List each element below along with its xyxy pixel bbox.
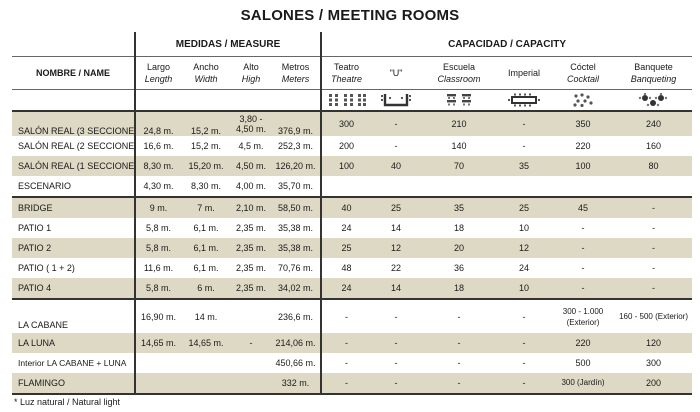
meeting-rooms-table: MEDIDAS / MEASURE CAPACIDAD / CAPACITY N…: [12, 32, 693, 395]
table-row: PATIO 2 5,8 m. 6,1 m. 2,35 m. 35,38 m. 2…: [12, 238, 693, 258]
table-row: LA LUNA 14,65 m. 14,65 m. - 214,06 m. - …: [12, 333, 693, 353]
table-row: BRIDGE 9 m. 7 m. 2,10 m. 58,50 m. 40 25 …: [12, 196, 693, 218]
height-column-header: Alto High: [231, 56, 271, 90]
table-row: FLAMINGO 332 m. - - - - 300 (Jardín) 200: [12, 373, 693, 395]
table-row: PATIO 1 5,8 m. 6,1 m. 2,35 m. 35,38 m. 2…: [12, 218, 692, 238]
layout-icon-row: [12, 89, 692, 111]
table-row: LA CABANE 16,90 m. 14 m. 236,6 m. - - - …: [12, 298, 693, 333]
width-column-header: Ancho Width: [181, 56, 231, 90]
name-column-header: NOMBRE / NAME: [12, 56, 135, 90]
table-row: PATIO ( 1 + 2) 11,6 m. 6,1 m. 2,35 m. 70…: [12, 258, 692, 278]
table-row: SALÓN REAL (2 SECCIONES) 16,6 m. 15,2 m.…: [12, 136, 692, 156]
capacity-group-header: CAPACIDAD / CAPACITY: [320, 32, 693, 57]
meters-column-header: Metros Meters: [271, 56, 322, 90]
theatre-icon: [328, 94, 366, 106]
table-row: PATIO 4 5,8 m. 6 m. 2,35 m. 34,02 m. 24 …: [12, 278, 693, 299]
cocktail-column-header: Cóctel Cocktail: [551, 56, 616, 90]
banquet-column-header: Banquete Banqueting: [615, 56, 693, 90]
table-row: Interior LA CABANE + LUNA 450,66 m. - - …: [12, 353, 692, 373]
page-title: SALONES / MEETING ROOMS: [240, 7, 460, 24]
banquet-icon: [638, 93, 667, 107]
header-group-row: MEDIDAS / MEASURE CAPACIDAD / CAPACITY: [12, 32, 693, 57]
cocktail-icon: [573, 93, 593, 107]
imperial-icon: [508, 93, 541, 107]
u-shape-icon: [381, 94, 412, 107]
table-row: SALÓN REAL (3 SECCIONES) 24,8 m. 15,2 m.…: [12, 110, 693, 136]
footnote: * Luz natural / Natural light: [14, 397, 121, 407]
table-row: SALÓN REAL (1 SECCIONES) 8,30 m. 15,20 m…: [12, 156, 693, 176]
theatre-column-header: Teatro Theatre: [320, 56, 372, 90]
length-column-header: Largo Length: [134, 56, 181, 90]
classroom-icon: [447, 94, 472, 106]
classroom-column-header: Escuela Classroom: [421, 56, 498, 90]
u-shape-column-header: "U": [371, 56, 422, 90]
column-header-row: NOMBRE / NAME Largo Length Ancho Width Alt…: [12, 56, 693, 90]
imperial-column-header: Imperial: [497, 56, 552, 90]
measures-group-header: MEDIDAS / MEASURE: [133, 32, 322, 57]
table-row: ESCENARIO 4,30 m. 8,30 m. 4,00 m. 35,70 …: [12, 176, 692, 197]
